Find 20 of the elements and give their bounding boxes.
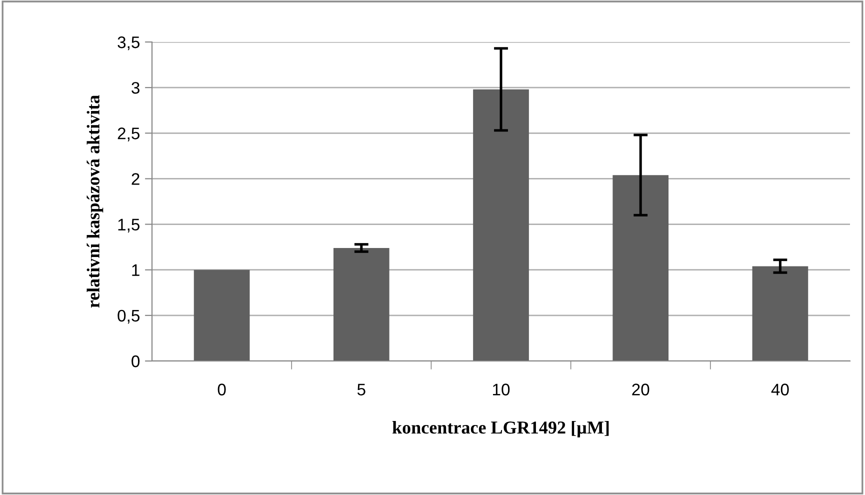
- y-tick-label: 0,5: [118, 310, 140, 324]
- y-tick-label: 2: [132, 173, 140, 185]
- x-tick-label: 20: [632, 384, 650, 396]
- y-axis-title: relativní kaspázová aktivita: [86, 95, 104, 308]
- y-tick-label: 3: [132, 82, 140, 94]
- bar: [473, 89, 529, 361]
- x-tick-label: 40: [771, 384, 789, 396]
- y-tick-label: 1: [132, 264, 140, 276]
- y-tick-label: 3,5: [118, 36, 140, 50]
- bar: [612, 175, 669, 361]
- y-tick-label: 0: [132, 355, 140, 368]
- x-tick-label: 5: [357, 384, 366, 396]
- bar: [194, 270, 250, 361]
- x-axis-title: koncentrace LGR1492 [µM]: [392, 420, 609, 438]
- bar: [752, 266, 808, 361]
- x-tick-label: 10: [493, 384, 510, 396]
- bar: [333, 248, 390, 361]
- x-tick-label: 0: [218, 384, 226, 396]
- y-tick-label: 1,5: [118, 218, 140, 232]
- y-tick-label: 2,5: [118, 128, 140, 142]
